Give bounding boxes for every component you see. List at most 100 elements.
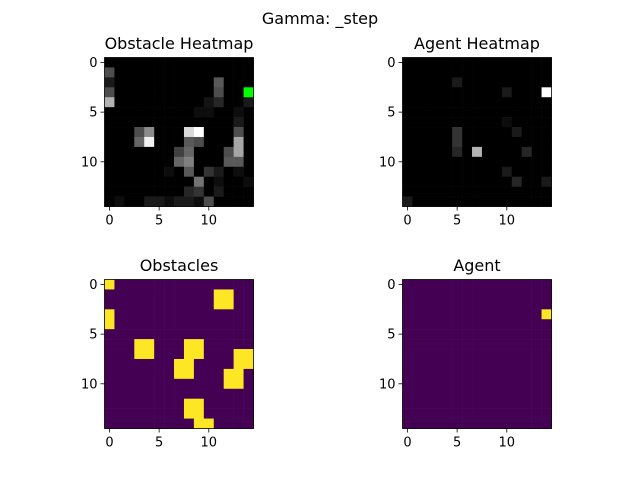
heatmap-cell bbox=[422, 299, 433, 310]
heatmap-cells bbox=[402, 279, 552, 429]
heatmap-cell bbox=[164, 368, 175, 380]
heatmap-cell bbox=[402, 418, 413, 429]
heatmap-cell bbox=[491, 186, 503, 197]
heatmap-cell bbox=[154, 77, 165, 88]
heatmap-cell bbox=[104, 77, 115, 88]
heatmap-cell bbox=[104, 299, 115, 310]
heatmap-cell bbox=[223, 117, 234, 128]
heatmap-cell bbox=[452, 299, 463, 310]
axis-ticks: 0 5 10 0 5 10 bbox=[379, 278, 515, 451]
heatmap-cell bbox=[501, 388, 513, 399]
heatmap-cell bbox=[402, 358, 413, 370]
heatmap-cell bbox=[213, 388, 224, 399]
heatmap-cell bbox=[124, 329, 135, 340]
heatmap-cell bbox=[402, 378, 413, 390]
heatmap-cell bbox=[114, 368, 125, 380]
heatmap-cell bbox=[462, 349, 473, 360]
heatmap-cell bbox=[174, 329, 185, 340]
heatmap-cell bbox=[422, 97, 433, 108]
heatmap-cell bbox=[472, 299, 483, 310]
heatmap-cell bbox=[114, 57, 125, 68]
heatmap-cell bbox=[203, 388, 215, 399]
heatmap-cell bbox=[442, 186, 453, 197]
heatmap-cell bbox=[134, 289, 145, 300]
heatmap-cell bbox=[452, 127, 463, 138]
heatmap-cell bbox=[422, 166, 433, 177]
heatmap-cell bbox=[164, 329, 175, 340]
heatmap-cell bbox=[243, 309, 254, 320]
y-tick-label: 0 bbox=[387, 56, 395, 71]
heatmap-cell bbox=[164, 176, 175, 187]
heatmap-cell bbox=[481, 196, 493, 207]
heatmap-cell bbox=[243, 368, 254, 380]
heatmap-cell bbox=[193, 319, 205, 330]
heatmap-cell bbox=[243, 127, 254, 138]
heatmap-cell bbox=[462, 309, 473, 320]
panel-agent: Agent 0 5 10 0 5 10 bbox=[379, 256, 552, 451]
heatmap-cell bbox=[144, 339, 155, 350]
heatmap-cell bbox=[472, 196, 483, 207]
heatmap-cell bbox=[531, 196, 542, 207]
heatmap-cell bbox=[472, 418, 483, 429]
heatmap-cell bbox=[541, 77, 552, 88]
heatmap-cell bbox=[452, 156, 463, 168]
heatmap-cell bbox=[511, 127, 522, 138]
heatmap-cell bbox=[104, 388, 115, 399]
heatmap-cell bbox=[174, 166, 185, 177]
heatmap-cell bbox=[501, 117, 513, 128]
heatmap-cell bbox=[124, 349, 135, 360]
heatmap-cell bbox=[402, 166, 413, 177]
heatmap-cell bbox=[541, 146, 552, 158]
heatmap-cell bbox=[104, 156, 115, 168]
heatmap-cell bbox=[472, 117, 483, 128]
heatmap-cell bbox=[472, 378, 483, 390]
heatmap-cell bbox=[193, 388, 205, 399]
heatmap-cell bbox=[442, 398, 453, 409]
heatmap-cell bbox=[521, 309, 532, 320]
heatmap-cell bbox=[154, 279, 165, 290]
heatmap-cell bbox=[501, 67, 513, 78]
heatmap-cell bbox=[203, 289, 215, 300]
heatmap-cell bbox=[501, 358, 513, 370]
heatmap-cell bbox=[501, 319, 513, 330]
heatmap-cell bbox=[511, 418, 522, 429]
heatmap-cell bbox=[154, 418, 165, 429]
heatmap-cell bbox=[541, 57, 552, 68]
heatmap-cell bbox=[472, 146, 483, 158]
heatmap-cell bbox=[183, 279, 195, 290]
heatmap-cell bbox=[452, 136, 463, 148]
heatmap-cell bbox=[223, 176, 234, 187]
heatmap-cell bbox=[144, 309, 155, 320]
heatmap-cell bbox=[243, 378, 254, 390]
heatmap-cell bbox=[114, 146, 125, 158]
heatmap-cell bbox=[472, 186, 483, 197]
heatmap-cell bbox=[233, 329, 244, 340]
heatmap-cell bbox=[144, 329, 155, 340]
heatmap-cell bbox=[452, 77, 463, 88]
heatmap-cell bbox=[442, 77, 453, 88]
heatmap-cell bbox=[452, 398, 463, 409]
heatmap-cell bbox=[452, 87, 463, 98]
heatmap-cell bbox=[174, 57, 185, 68]
heatmap-cell bbox=[491, 107, 503, 118]
heatmap-cell bbox=[541, 339, 552, 350]
heatmap-cell bbox=[243, 418, 254, 429]
panel-title: Obstacles bbox=[140, 256, 219, 275]
heatmap-cell bbox=[531, 166, 542, 177]
heatmap-cell bbox=[511, 67, 522, 78]
heatmap-cell bbox=[154, 358, 165, 370]
heatmap-cell bbox=[203, 117, 215, 128]
heatmap-cell bbox=[233, 378, 244, 390]
heatmap-cell bbox=[183, 186, 195, 197]
heatmap-cell bbox=[114, 176, 125, 187]
heatmap-cell bbox=[531, 329, 542, 340]
heatmap-cell bbox=[452, 289, 463, 300]
heatmap-cell bbox=[472, 358, 483, 370]
heatmap-cell bbox=[452, 349, 463, 360]
heatmap-cell bbox=[521, 418, 532, 429]
heatmap-cell bbox=[452, 378, 463, 390]
heatmap-cell bbox=[104, 279, 115, 290]
heatmap-cell bbox=[223, 378, 234, 390]
heatmap-cell bbox=[104, 418, 115, 429]
heatmap-cell bbox=[243, 117, 254, 128]
